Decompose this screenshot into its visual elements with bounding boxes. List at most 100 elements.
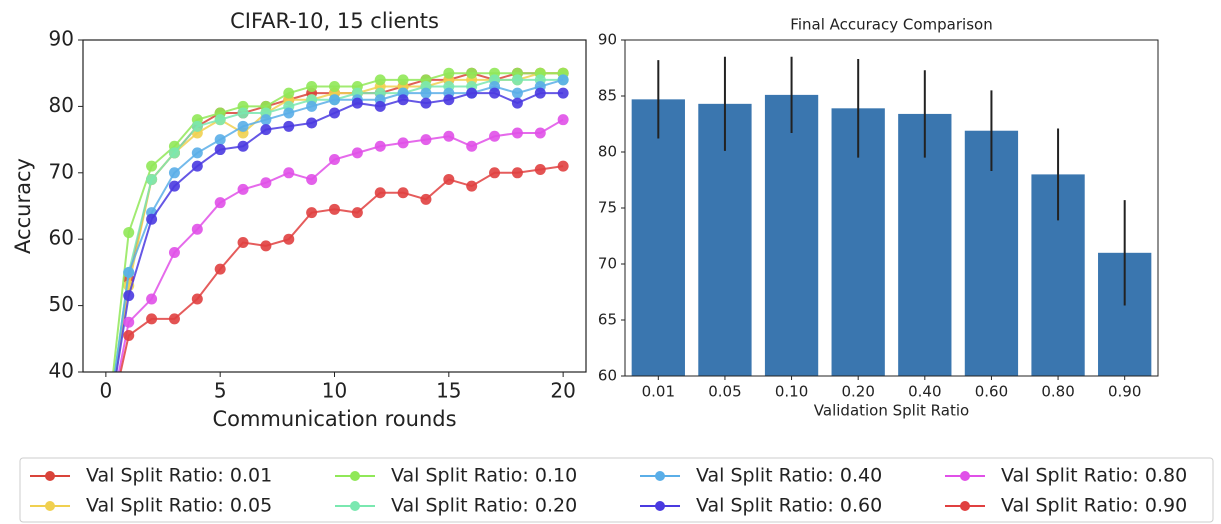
marker: [329, 154, 340, 166]
marker: [168, 167, 180, 179]
marker: [123, 290, 135, 302]
marker: [534, 163, 546, 175]
marker: [351, 97, 363, 109]
bar: [964, 130, 1019, 376]
marker: [534, 127, 546, 139]
marker: [214, 144, 226, 156]
x-tick-label: 0.01: [642, 383, 675, 401]
marker: [443, 67, 455, 79]
marker: [329, 94, 340, 106]
marker: [237, 107, 249, 119]
y-axis-label: Accuracy: [11, 158, 35, 254]
x-axis-label: Validation Split Ratio: [814, 402, 969, 420]
marker: [123, 329, 135, 341]
marker: [191, 223, 203, 235]
legend-marker: [45, 501, 55, 511]
x-tick-label: 0.20: [841, 383, 874, 401]
marker: [100, 433, 111, 444]
marker: [100, 433, 111, 444]
legend-label: Val Split Ratio: 0.10: [391, 465, 577, 487]
marker: [146, 313, 158, 325]
marker: [397, 74, 409, 86]
marker: [100, 433, 111, 444]
marker: [191, 147, 203, 159]
marker: [329, 203, 340, 215]
marker: [260, 124, 272, 136]
legend-label: Val Split Ratio: 0.01: [86, 465, 272, 487]
y-tick-label: 80: [49, 93, 74, 117]
marker: [123, 266, 135, 278]
chart-title: CIFAR-10, 15 clients: [230, 9, 439, 33]
marker: [283, 120, 295, 132]
plot-area: [100, 67, 569, 444]
marker: [374, 140, 386, 152]
bar: [631, 99, 685, 377]
marker: [214, 263, 226, 275]
marker: [420, 134, 432, 146]
marker: [191, 160, 203, 172]
marker: [489, 130, 501, 142]
marker: [146, 160, 158, 172]
x-tick-label: 10: [322, 379, 347, 403]
marker: [260, 240, 272, 252]
marker: [489, 87, 501, 99]
marker: [511, 74, 523, 86]
marker: [466, 140, 478, 152]
marker: [260, 177, 272, 189]
marker: [397, 187, 409, 199]
x-tick-label: 20: [550, 379, 575, 403]
y-tick-label: 80: [598, 143, 617, 161]
x-tick-label: 0.40: [908, 383, 941, 401]
x-tick-label: 5: [214, 379, 227, 403]
legend-label: Val Split Ratio: 0.80: [1001, 465, 1187, 487]
marker: [443, 173, 455, 185]
legend-box: [19, 457, 1214, 523]
legend-marker: [655, 501, 665, 511]
marker: [237, 237, 249, 249]
marker: [100, 433, 111, 444]
marker: [443, 94, 455, 106]
marker: [557, 74, 569, 86]
marker: [397, 137, 409, 149]
marker: [489, 167, 501, 179]
legend-label: Val Split Ratio: 0.05: [86, 495, 272, 517]
marker: [420, 87, 432, 99]
marker: [329, 107, 340, 119]
legend-marker: [655, 471, 665, 481]
y-tick-label: 75: [598, 199, 617, 217]
chart-title: Final Accuracy Comparison: [790, 16, 992, 34]
marker: [374, 74, 386, 86]
marker: [237, 183, 249, 195]
y-tick-label: 60: [49, 226, 74, 250]
legend-marker: [960, 501, 970, 511]
x-tick-label: 0.80: [1041, 383, 1074, 401]
marker: [168, 246, 180, 258]
y-tick-label: 40: [49, 359, 74, 383]
y-tick-label: 65: [598, 311, 617, 329]
marker: [100, 433, 111, 444]
marker: [100, 433, 111, 444]
marker: [283, 87, 295, 99]
marker: [374, 100, 386, 112]
marker: [351, 147, 363, 159]
marker: [100, 433, 111, 444]
marker: [283, 167, 295, 179]
y-tick-label: 70: [49, 159, 74, 183]
marker: [191, 120, 203, 132]
marker: [168, 147, 180, 159]
marker: [420, 97, 432, 109]
y-tick-label: 70: [598, 255, 617, 273]
legend-label: Val Split Ratio: 0.40: [696, 465, 882, 487]
bar: [764, 94, 819, 376]
marker: [191, 293, 203, 305]
marker: [397, 94, 409, 106]
marker: [466, 87, 478, 99]
y-tick-label: 60: [598, 367, 617, 385]
marker: [511, 167, 523, 179]
marker: [168, 313, 180, 325]
marker: [237, 120, 249, 132]
marker: [168, 180, 180, 192]
marker: [306, 207, 318, 219]
x-tick-label: 0.60: [975, 383, 1008, 401]
